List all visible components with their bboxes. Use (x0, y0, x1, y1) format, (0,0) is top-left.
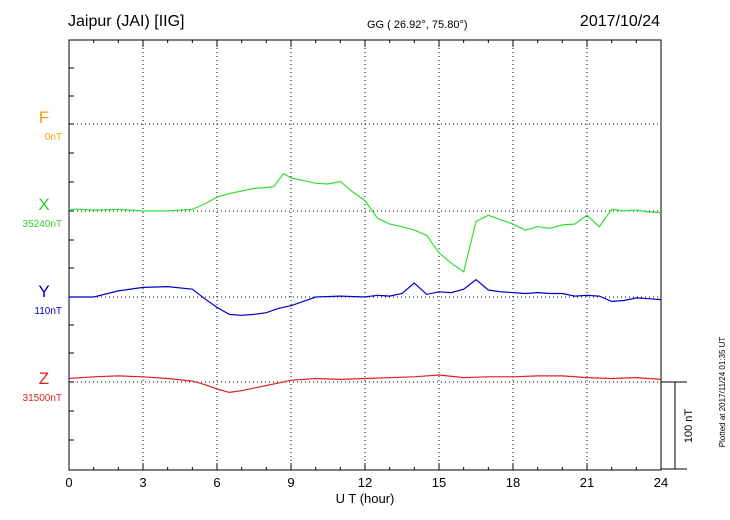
x-tick-label: 3 (139, 475, 146, 490)
x-tick-label: 24 (654, 475, 668, 490)
baseline-label-x: 35240nT (23, 219, 62, 230)
plotted-timestamp: Plotted at 2017/11/24 01:35 UT (718, 337, 727, 448)
series-label-y: Y (38, 282, 49, 301)
axis-ticks (68, 39, 662, 470)
x-tick-labels: 0 3 6 9 12 15 18 21 24 (65, 475, 668, 490)
grid (69, 40, 661, 470)
x-tick-label: 6 (213, 475, 220, 490)
x-tick-label: 0 (65, 475, 72, 490)
chart-date: 2017/10/24 (580, 13, 660, 30)
scale-bar: 100 nT (661, 381, 695, 470)
x-tick-label: 12 (358, 475, 372, 490)
series-line-z (68, 374, 662, 394)
x-tick-label: 21 (580, 475, 594, 490)
x-axis-label: U T (hour) (336, 491, 395, 506)
baseline-label-f: 0nT (45, 132, 62, 143)
scale-bar-label: 100 nT (683, 409, 695, 444)
x-tick-label: 15 (432, 475, 446, 490)
series-label-z: Z (39, 369, 49, 388)
x-tick-label: 18 (506, 475, 520, 490)
x-tick-label: 9 (287, 475, 294, 490)
series-lines (68, 172, 662, 394)
series-line-x (69, 172, 662, 273)
baseline-label-z: 31500nT (23, 393, 62, 404)
baseline-label-y: 110nT (34, 306, 62, 317)
station-coordinates: GG ( 26.92°, 75.80°) (367, 19, 468, 31)
series-label-f: F (39, 108, 49, 127)
series-label-x: X (38, 195, 49, 214)
series-line-y (69, 278, 662, 316)
station-title: Jaipur (JAI) [IIG] (68, 13, 184, 30)
